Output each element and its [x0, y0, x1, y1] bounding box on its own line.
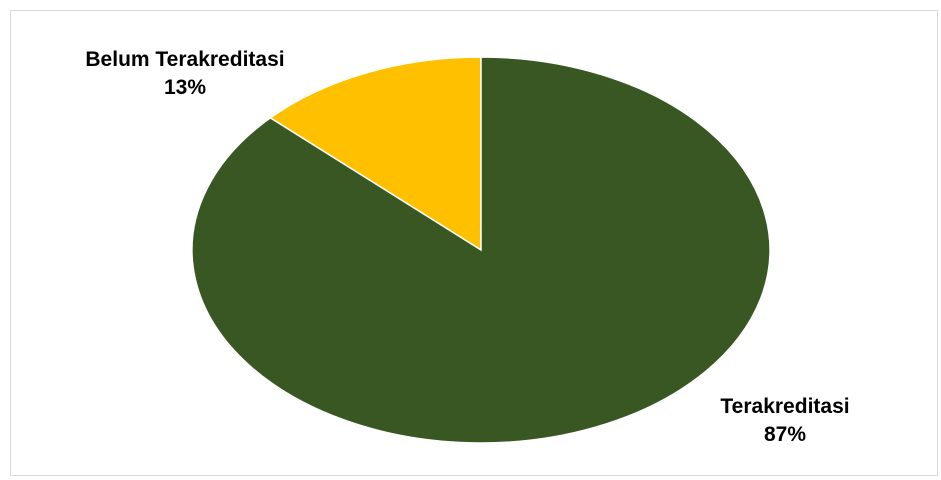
data-label-value: 87% — [763, 423, 807, 446]
pie-slice-terakreditasi — [191, 56, 771, 444]
data-label-belum-terakreditasi: Belum Terakreditasi 13% — [30, 46, 340, 102]
data-label-terakreditasi: Terakreditasi 87% — [670, 393, 900, 449]
data-label-category: Terakreditasi — [720, 395, 850, 418]
data-label-category: Belum Terakreditasi — [85, 48, 285, 71]
data-label-value: 13% — [163, 76, 207, 99]
pie-slice-belum-terakreditasi — [268, 56, 482, 252]
